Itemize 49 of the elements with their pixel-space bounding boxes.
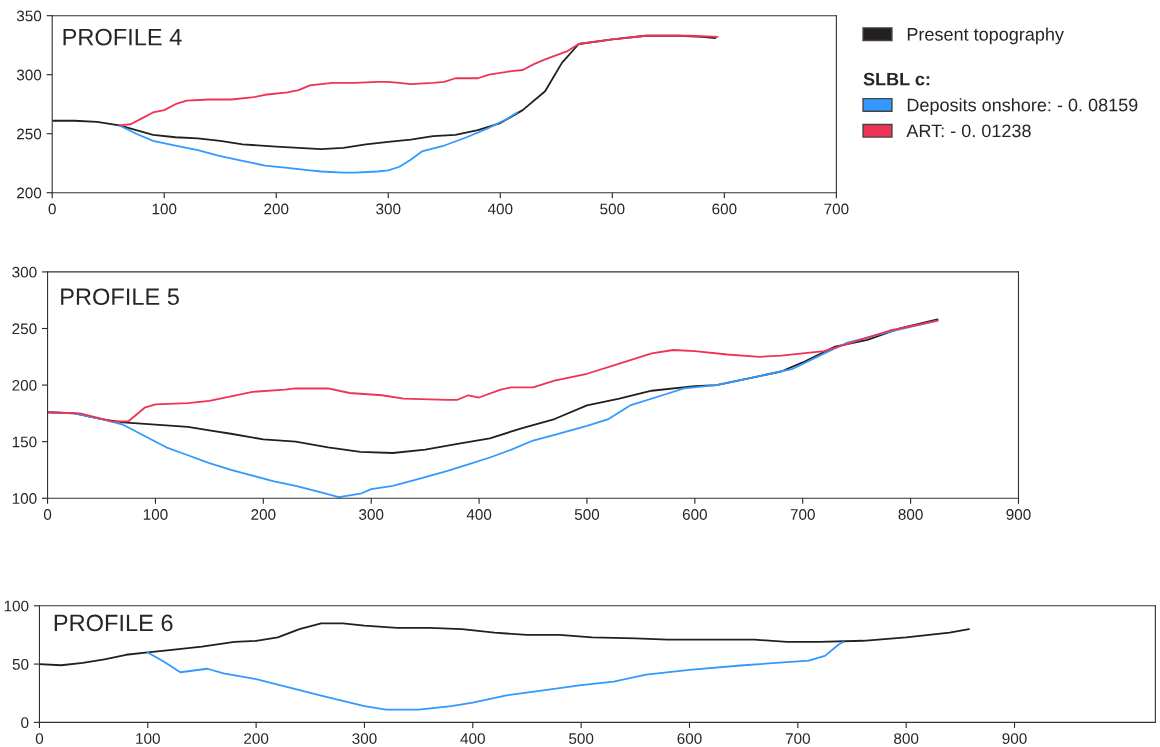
y-tick-label: 150 bbox=[12, 436, 37, 448]
legend-label: ART: - 0. 01238 bbox=[906, 124, 1031, 138]
x-tick-label: 600 bbox=[712, 203, 737, 215]
line-series bbox=[47, 319, 939, 423]
x-tick-label: 400 bbox=[466, 509, 492, 520]
x-tick-label: 0 bbox=[43, 509, 52, 520]
y-tick-label: 300 bbox=[12, 266, 37, 278]
x-tick-label: 700 bbox=[824, 203, 849, 215]
x-tick-label: 200 bbox=[264, 203, 289, 215]
x-tick-label: 400 bbox=[487, 203, 513, 215]
x-tick-label: 800 bbox=[894, 733, 919, 744]
text: PROFILE 5 bbox=[61, 288, 179, 306]
x-tick-label: 0 bbox=[48, 203, 56, 215]
line-series bbox=[118, 111, 518, 174]
legend-title: SLBL c: bbox=[863, 72, 930, 86]
legend-label: Deposits onshore: - 0. 08159 bbox=[907, 98, 1138, 115]
x-tick-label: 100 bbox=[136, 733, 160, 744]
x-tick-label: 600 bbox=[677, 733, 702, 744]
y-tick-label: 200 bbox=[12, 379, 37, 391]
x-tick-label: 800 bbox=[898, 509, 923, 520]
x-tick-label: 900 bbox=[1002, 733, 1027, 744]
legend-label: Present topography bbox=[907, 27, 1064, 45]
y-tick-label: 200 bbox=[17, 187, 42, 199]
x-tick-label: 700 bbox=[785, 733, 810, 744]
x-tick-label: 200 bbox=[244, 733, 269, 744]
chart-title: PROFILE 6 bbox=[54, 614, 173, 632]
y-tick-label: 250 bbox=[17, 128, 42, 140]
x-tick-label: 600 bbox=[682, 509, 707, 520]
y-tick-label: 250 bbox=[12, 323, 37, 335]
y-tick-label: 350 bbox=[16, 10, 42, 22]
x-tick-label: 700 bbox=[790, 509, 815, 520]
y-tick-label: 100 bbox=[12, 493, 37, 504]
x-tick-label: 500 bbox=[569, 733, 594, 744]
y-tick-label: 100 bbox=[4, 600, 29, 612]
x-tick-label: 500 bbox=[600, 203, 625, 215]
x-tick-label: 300 bbox=[376, 203, 401, 215]
x-tick-label: 300 bbox=[359, 509, 384, 520]
x-tick-label: 100 bbox=[143, 509, 168, 520]
x-tick-label: 100 bbox=[152, 203, 177, 215]
y-tick-label: 0 bbox=[21, 717, 29, 729]
x-tick-label: 300 bbox=[352, 733, 377, 744]
y-tick-label: 50 bbox=[12, 658, 29, 670]
y-tick-label: 300 bbox=[16, 69, 42, 81]
chart-title: PROFILE 4 bbox=[63, 28, 182, 46]
x-tick-label: 400 bbox=[460, 733, 485, 744]
x-tick-label: 500 bbox=[574, 509, 600, 520]
line-series bbox=[146, 641, 845, 711]
x-tick-label: 900 bbox=[1006, 509, 1031, 520]
x-tick-label: 200 bbox=[251, 509, 276, 520]
